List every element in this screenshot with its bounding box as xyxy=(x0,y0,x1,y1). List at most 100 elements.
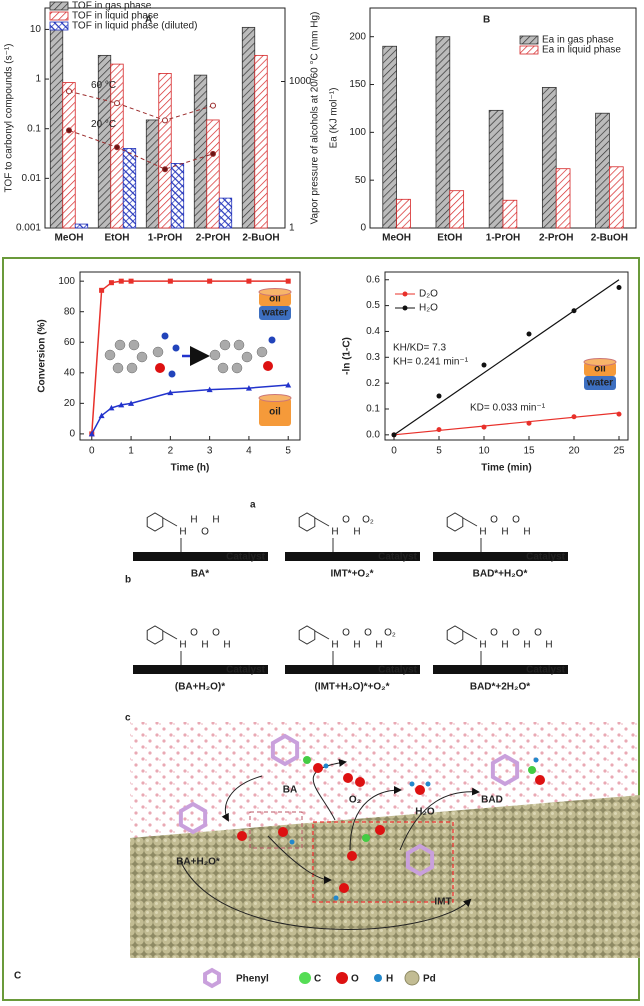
x-tick-label: 5 xyxy=(285,446,291,457)
atom-label: O xyxy=(190,628,198,639)
legend-swatch xyxy=(49,11,69,21)
marker xyxy=(436,393,442,399)
tick-label: 150 xyxy=(349,79,366,90)
catalyst-bar xyxy=(133,665,268,674)
legend-shapes xyxy=(299,970,420,986)
y-tick-label: 0 xyxy=(69,429,75,440)
fit-line xyxy=(393,412,620,436)
axis-label: Ea (KJ mol⁻¹) xyxy=(329,88,340,149)
catalyst-bar xyxy=(285,552,420,561)
x-tick-label: 4 xyxy=(246,446,252,457)
line xyxy=(68,90,214,121)
bar xyxy=(122,148,137,229)
scene-label: IMT xyxy=(434,897,451,908)
plot-frame xyxy=(384,271,629,441)
tick-label: 1 xyxy=(35,74,41,85)
marker xyxy=(436,427,442,433)
bar xyxy=(193,74,208,229)
atom-label: O₂ xyxy=(362,515,374,526)
legend-label: Phenyl xyxy=(236,974,269,985)
panel-border xyxy=(2,257,640,1001)
marker xyxy=(481,362,487,368)
x-tick-label: 2 xyxy=(168,446,174,457)
line-marker xyxy=(66,88,72,95)
phenyl-rings xyxy=(178,733,520,877)
x-tick-label: 2-BuOH xyxy=(242,233,279,244)
atom-label: H xyxy=(523,527,530,538)
y-tick-label: 60 xyxy=(64,337,76,348)
bar xyxy=(254,54,268,229)
legend-label: Ea in gas phase xyxy=(542,35,614,46)
annotation: KH= 0.241 min⁻¹ xyxy=(393,357,469,368)
legend-label: H xyxy=(386,974,393,985)
line-label: 60 °C xyxy=(91,80,116,91)
marker xyxy=(526,331,532,337)
x-tick-label: 2-PrOH xyxy=(539,233,573,244)
x-tick-label: 15 xyxy=(523,446,535,457)
atom-label: H xyxy=(353,640,360,651)
bar xyxy=(396,198,411,229)
cylinder xyxy=(259,398,291,426)
atom-label: H xyxy=(223,640,230,651)
catalyst-label: Catalyst xyxy=(378,665,418,676)
bond xyxy=(162,630,178,640)
atom-label: H xyxy=(545,640,552,651)
y-tick-label: 0.1 xyxy=(366,404,380,415)
legend-label: C xyxy=(314,974,321,985)
atom-label: O xyxy=(201,527,209,538)
marker xyxy=(571,414,577,420)
y-tick-label: 40 xyxy=(64,367,76,378)
marker xyxy=(128,400,135,406)
scheme-label: c xyxy=(125,713,131,724)
bar xyxy=(382,45,398,229)
marker xyxy=(481,424,487,430)
line-marker xyxy=(210,102,216,109)
x-tick-label: 3 xyxy=(207,446,213,457)
marker xyxy=(167,278,173,284)
inset-label: oil xyxy=(269,294,281,305)
x-tick-label: EtOH xyxy=(105,233,130,244)
axis-label: Conversion (%) xyxy=(37,319,48,392)
marker xyxy=(571,308,577,314)
atom-label: H xyxy=(479,640,486,651)
x-tick-label: 0 xyxy=(89,446,95,457)
catalyst-bar xyxy=(133,552,268,561)
atom-label: H xyxy=(501,527,508,538)
bar xyxy=(555,168,571,229)
atom-label: O xyxy=(342,515,350,526)
bar xyxy=(62,82,76,229)
surface-scene xyxy=(130,722,640,958)
atom-label: H xyxy=(501,640,508,651)
x-tick-label: 20 xyxy=(568,446,580,457)
line-marker xyxy=(162,166,168,173)
bar xyxy=(595,112,610,229)
series-line xyxy=(91,280,289,434)
catalyst-label: Catalyst xyxy=(526,552,566,563)
bar xyxy=(488,109,504,229)
tick-label: 50 xyxy=(355,175,367,186)
inset-label: oil xyxy=(269,407,281,418)
catalyst-label: Catalyst xyxy=(378,552,418,563)
bar xyxy=(158,73,172,229)
atom-label: O xyxy=(364,628,372,639)
atom-label: O xyxy=(512,515,520,526)
bar xyxy=(541,86,557,229)
phenyl-ring xyxy=(490,753,520,787)
x-tick-label: 0 xyxy=(391,446,397,457)
marker xyxy=(108,280,114,286)
legend-label: O xyxy=(351,974,359,985)
bar xyxy=(609,166,624,229)
atom-label: O xyxy=(512,628,520,639)
line xyxy=(68,129,214,170)
plot-frame xyxy=(79,271,301,441)
bond xyxy=(462,517,478,527)
y-tick-label: 0.3 xyxy=(366,352,380,363)
bar xyxy=(449,190,465,229)
panel-label: A xyxy=(145,15,152,26)
state-label: (IMT+H₂O)*+O₂* xyxy=(314,682,389,693)
reaction-inset xyxy=(104,332,276,378)
atom-label: H xyxy=(179,640,186,651)
phenyl-ring xyxy=(178,801,208,835)
atom-label: H xyxy=(201,640,208,651)
